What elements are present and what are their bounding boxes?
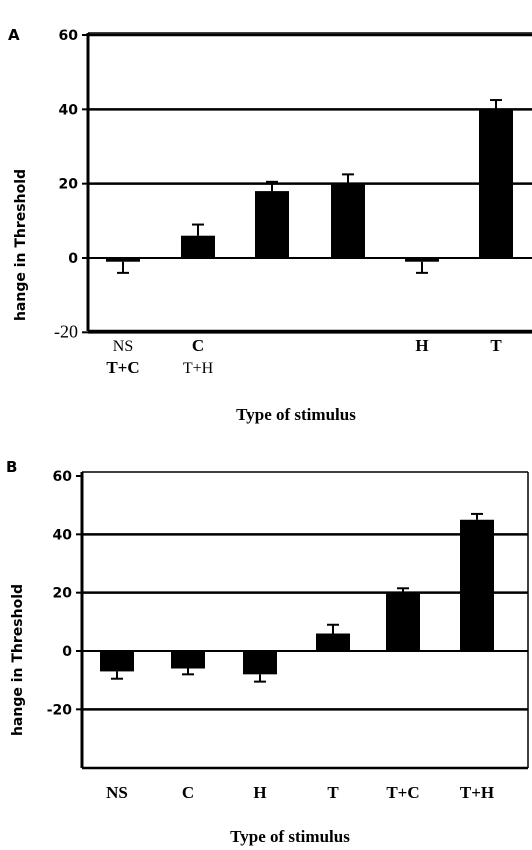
bar: [171, 651, 205, 669]
x-tick-label: NS: [106, 783, 128, 802]
x-tick-label: T: [490, 336, 502, 355]
panel-b-ylabel: hange in Threshold: [10, 584, 26, 736]
x-tick-label: C: [192, 336, 204, 355]
x-tick-label: C: [182, 783, 194, 802]
bar: [181, 235, 215, 258]
y-tick-label: -20: [54, 321, 78, 341]
x-tick-label: NS: [113, 338, 133, 355]
x-tick-label: H: [253, 783, 266, 802]
panel-a-bars: [106, 99, 513, 274]
x-tick-label: T+H: [183, 360, 214, 377]
y-tick-label: 60: [59, 28, 79, 44]
y-tick-label: 20: [59, 177, 79, 193]
panel-a-gridlines: [88, 33, 532, 334]
bar: [100, 651, 134, 672]
y-tick-label: 0: [68, 251, 78, 267]
bar: [405, 258, 439, 262]
panel-a-axes: [86, 32, 532, 333]
bar: [106, 258, 140, 262]
bar: [316, 633, 350, 651]
bar: [255, 191, 289, 258]
panel-b: B hange in Threshold 60 40 20 0 -20 NS C H T T+C…: [6, 458, 529, 846]
panel-a-letter: A: [8, 26, 20, 44]
panel-b-gridlines: [82, 533, 528, 711]
y-tick-label: 60: [53, 469, 73, 485]
panel-a-y-ticks: 60 40 20 0 -20: [54, 28, 88, 341]
panel-b-bars: [100, 512, 494, 683]
panel-b-y-ticks: 60 40 20 0 -20: [47, 469, 82, 718]
y-tick-label: 20: [53, 586, 73, 602]
x-tick-label: H: [415, 336, 428, 355]
x-tick-label: T: [327, 783, 339, 802]
x-tick-label: T+H: [460, 783, 494, 802]
bar: [460, 519, 494, 651]
bar: [386, 592, 420, 651]
bar: [243, 651, 277, 675]
panel-b-axes: [80, 471, 529, 770]
y-tick-label: 0: [62, 644, 72, 660]
panel-b-xlabel: Type of stimulus: [230, 827, 350, 846]
x-tick-label: T+C: [106, 358, 139, 377]
panel-a: A hange in Threshold 60 40 20 0 -20 NS T+C C T+…: [8, 26, 532, 424]
panel-b-x-ticks: NS C H T T+C T+H: [106, 783, 494, 802]
x-tick-label: T+C: [386, 783, 419, 802]
bar: [479, 109, 513, 258]
y-tick-label: 40: [53, 527, 73, 543]
y-tick-label: 40: [59, 102, 79, 118]
bar: [331, 183, 365, 258]
panel-a-x-ticks: NS T+C C T+H H T: [106, 336, 502, 377]
panel-a-xlabel: Type of stimulus: [236, 405, 356, 424]
panel-a-ylabel: hange in Threshold: [13, 169, 29, 321]
y-tick-label: -20: [47, 702, 73, 718]
panel-b-letter: B: [6, 458, 17, 476]
